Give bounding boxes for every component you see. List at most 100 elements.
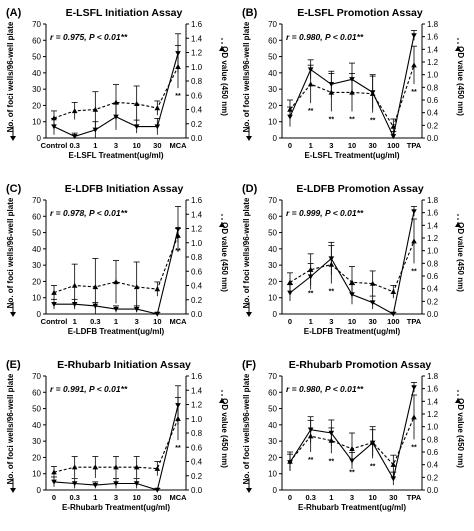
right-y-tick-label: 1.4 <box>191 386 203 395</box>
right-y-tick-label: 0.4 <box>427 109 439 118</box>
significance-mark: ** <box>175 248 181 255</box>
right-y-tick-label: 1.4 <box>427 397 439 406</box>
left-y-tick-label: 60 <box>268 36 277 45</box>
left-y-tick-label: 30 <box>32 437 41 446</box>
significance-mark: ** <box>175 445 181 452</box>
stat-annotation: r = 0.991, P < 0.01** <box>50 384 128 394</box>
x-tick-label: 10 <box>132 141 140 150</box>
od-point <box>349 279 355 285</box>
right-y-tick-label: 1.8 <box>427 196 439 205</box>
right-y-tick-label: 0.8 <box>427 259 439 268</box>
left-y-tick-label: 20 <box>268 277 277 286</box>
left-y-tick-label: 0 <box>273 310 278 319</box>
left-y-axis-title: No. of foci wells/96-well plate <box>6 197 15 308</box>
right-y-tick-label: 1.8 <box>427 20 439 29</box>
od-point <box>349 446 355 452</box>
right-y-tick-label: 1.0 <box>191 63 203 72</box>
right-y-tick-label: 1.8 <box>427 372 439 381</box>
od-point <box>175 63 181 69</box>
right-y-tick-label: 0.4 <box>191 282 203 291</box>
od-point <box>133 284 140 290</box>
right-y-tick-label: 1.0 <box>191 415 203 424</box>
right-y-axis-title: OD value (450 nm) <box>456 398 465 468</box>
x-tick-label: 30 <box>368 317 376 326</box>
x-tick-label: TPA <box>407 493 422 502</box>
od-point <box>369 439 376 445</box>
od-point <box>287 458 293 464</box>
x-tick-label: 3 <box>329 317 333 326</box>
right-y-tick-label: 1.4 <box>427 221 439 230</box>
foci-point <box>133 124 140 130</box>
significance-mark: ** <box>370 463 376 470</box>
right-y-tick-label: 1.4 <box>191 34 203 43</box>
right-y-tick-label: 1.6 <box>427 385 439 394</box>
panel-title: E-Rhubarb Initiation Assay <box>57 359 191 371</box>
foci-point <box>390 134 397 140</box>
x-tick-label: 3 <box>135 317 139 326</box>
x-tick-label: 1 <box>309 317 313 326</box>
significance-mark: ** <box>329 289 335 296</box>
right-y-tick-label: 0.2 <box>427 121 439 130</box>
significance-mark: ** <box>411 268 417 275</box>
x-tick-label: 1 <box>114 317 118 326</box>
foci-point <box>154 124 161 130</box>
significance-mark: ** <box>175 93 181 100</box>
foci-point <box>390 476 397 482</box>
chart-panel-1: (A) E-LSFL Initiation Assay 0 10 20 30 40 50 60 7… <box>6 7 229 160</box>
right-y-tick-label: 0.6 <box>191 443 203 452</box>
x-tick-label: 30 <box>153 141 161 150</box>
right-y-tick-label: 0.4 <box>191 458 203 467</box>
foci-point <box>92 127 99 133</box>
x-tick-label: 3 <box>114 493 118 502</box>
significance-mark: ** <box>308 291 314 298</box>
left-y-tick-label: 60 <box>268 388 277 397</box>
left-y-tick-label: 70 <box>268 196 277 205</box>
left-y-tick-label: 50 <box>268 405 277 414</box>
stat-annotation: r = 0.980, P < 0.01** <box>286 32 364 42</box>
right-y-tick-label: 0.2 <box>191 472 203 481</box>
stat-annotation: r = 0.980, P < 0.01** <box>286 384 364 394</box>
x-tick-label: 0 <box>288 317 292 326</box>
x-tick-label: 1 <box>309 141 313 150</box>
foci-point <box>287 290 293 296</box>
left-y-tick-label: 60 <box>268 212 277 221</box>
left-y-tick-label: 50 <box>32 229 41 238</box>
left-y-tick-label: 70 <box>268 20 277 29</box>
foci-point <box>51 124 57 130</box>
foci-point <box>411 385 417 391</box>
panel-title: E-LDFB Promotion Assay <box>296 183 424 195</box>
chart-panel-6: (F) E-Rhubarb Promotion Assay010203040506… <box>242 359 465 512</box>
left-y-axis-title: No. of foci wells/96-well plate <box>242 21 251 132</box>
significance-mark: ** <box>411 444 417 451</box>
significance-mark: ** <box>329 458 335 465</box>
od-point <box>133 101 140 106</box>
od-point <box>307 81 314 87</box>
right-y-tick-label: 0.2 <box>191 296 203 305</box>
od-point <box>154 105 161 111</box>
significance-mark: ** <box>370 118 376 125</box>
right-legend-marker <box>219 222 225 227</box>
foci-point <box>411 33 417 39</box>
right-y-tick-label: 0.0 <box>427 134 439 143</box>
right-legend-marker <box>455 46 461 51</box>
left-y-tick-label: 30 <box>268 437 277 446</box>
left-y-tick-label: 70 <box>268 372 277 381</box>
od-point <box>411 414 417 420</box>
right-y-tick-label: 0.8 <box>191 429 203 438</box>
significance-mark: ** <box>349 116 355 123</box>
x-tick-label: Control <box>41 317 68 326</box>
od-point <box>113 99 119 105</box>
left-y-tick-label: 10 <box>268 118 277 127</box>
x-axis-title: E-LDFB Treatment(ug/ml) <box>68 327 165 336</box>
left-y-tick-label: 30 <box>32 261 41 270</box>
od-point <box>328 437 335 443</box>
significance-mark: ** <box>329 116 335 123</box>
right-y-tick-label: 1.6 <box>191 196 203 205</box>
right-y-tick-label: 0.6 <box>427 96 439 105</box>
foci-point <box>113 481 119 487</box>
foci-point <box>154 487 161 493</box>
right-y-tick-label: 1.4 <box>427 45 439 54</box>
panel-title: E-LSFL Promotion Assay <box>297 7 423 19</box>
left-y-tick-label: 10 <box>32 470 41 479</box>
